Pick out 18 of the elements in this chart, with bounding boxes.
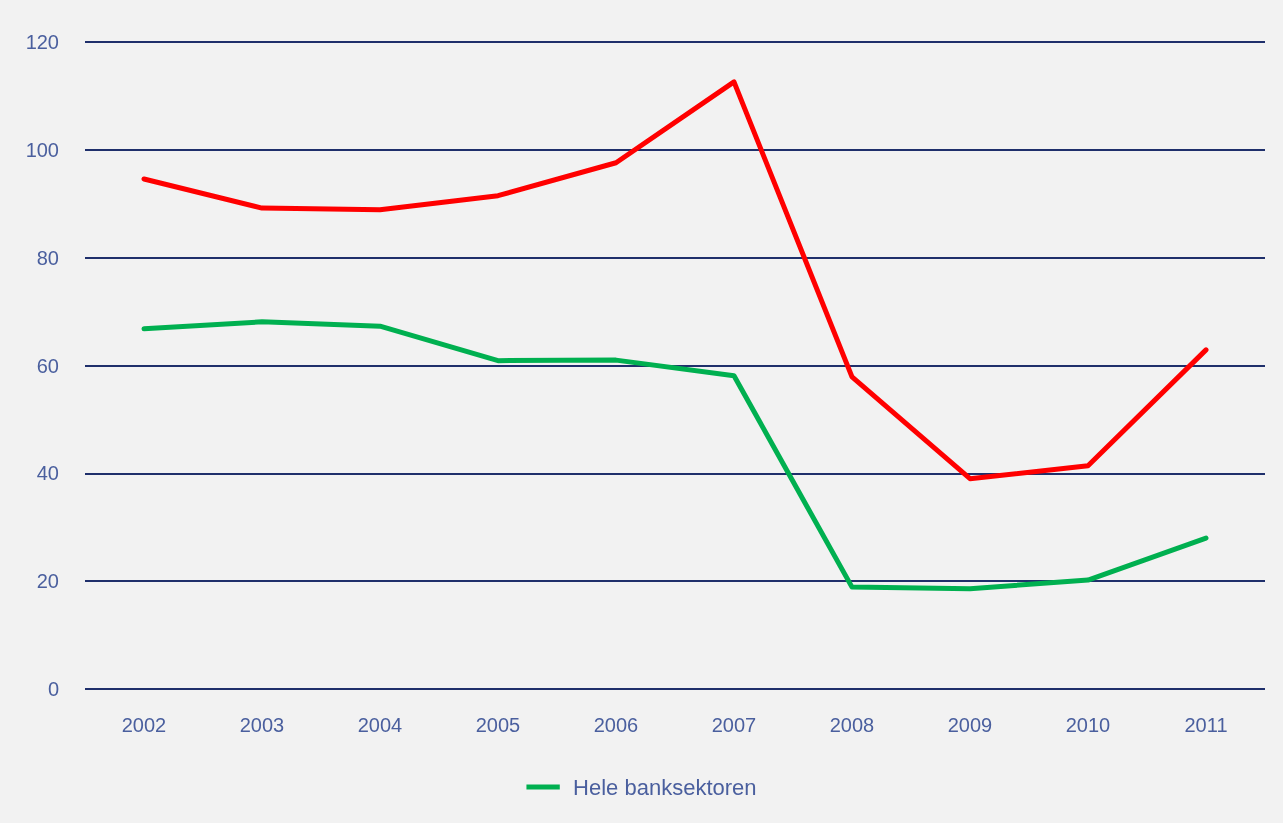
x-tick-label: 2004: [357, 714, 403, 736]
y-tick-label: 80: [36, 246, 59, 269]
x-tick-label: 2002: [121, 714, 167, 736]
x-tick-label: 2005: [475, 714, 521, 736]
y-tick-label: 40: [36, 462, 59, 485]
x-tick-label: 2008: [829, 714, 875, 736]
y-tick-label: 20: [36, 570, 59, 593]
y-tick-label: 60: [36, 354, 59, 377]
legend-label: Hele banksektoren: [573, 774, 757, 800]
y-tick-label: 120: [25, 31, 59, 53]
y-tick-label: 100: [25, 138, 59, 161]
x-tick-label: 2006: [593, 714, 639, 736]
x-tick-label: 2003: [239, 714, 285, 736]
x-tick-label: 2007: [711, 714, 757, 736]
x-tick-label: 2010: [1065, 714, 1111, 736]
x-tick-label: 2011: [1184, 714, 1228, 736]
x-tick-label: 2009: [947, 714, 993, 736]
y-tick-label: 0: [47, 678, 59, 700]
